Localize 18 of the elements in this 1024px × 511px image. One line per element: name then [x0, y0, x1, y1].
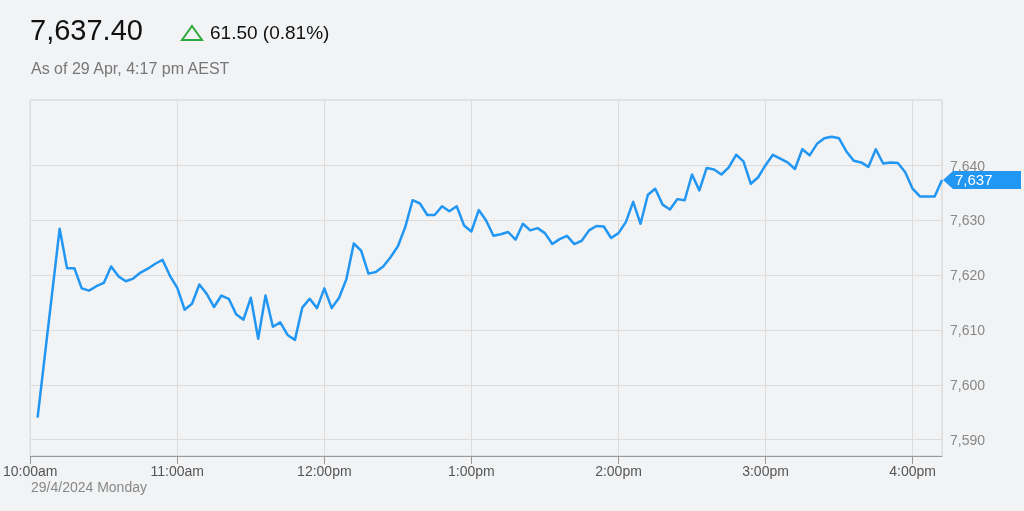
x-tick-label: 4:00pm [889, 463, 936, 479]
x-tick-label: 2:00pm [595, 463, 642, 479]
y-tick-label: 7,600 [950, 376, 986, 393]
x-tick-label: 11:00am [150, 463, 205, 479]
y-tick-label: 7,610 [950, 322, 986, 339]
x-tick-label: 1:00pm [448, 463, 495, 479]
y-tick-label: 7,620 [950, 267, 986, 284]
x-tick-label: 10:00am [3, 463, 58, 479]
x-tick-label: 12:00pm [297, 463, 352, 479]
y-tick-label: 7,630 [950, 212, 986, 229]
annotation: 7,637 [955, 171, 993, 189]
text: 29/4/2024 Monday [31, 479, 147, 495]
chart-subtitle: As of 29 Apr, 4:17 pm AEST [31, 60, 230, 78]
chart-title: 7,637.40 [30, 14, 143, 47]
y-tick-label: 7,590 [950, 431, 986, 448]
y-tick-label: 7,640 [950, 157, 986, 174]
text: 61.50 (0.81%) [210, 22, 330, 44]
x-tick-label: 3:00pm [742, 463, 789, 479]
